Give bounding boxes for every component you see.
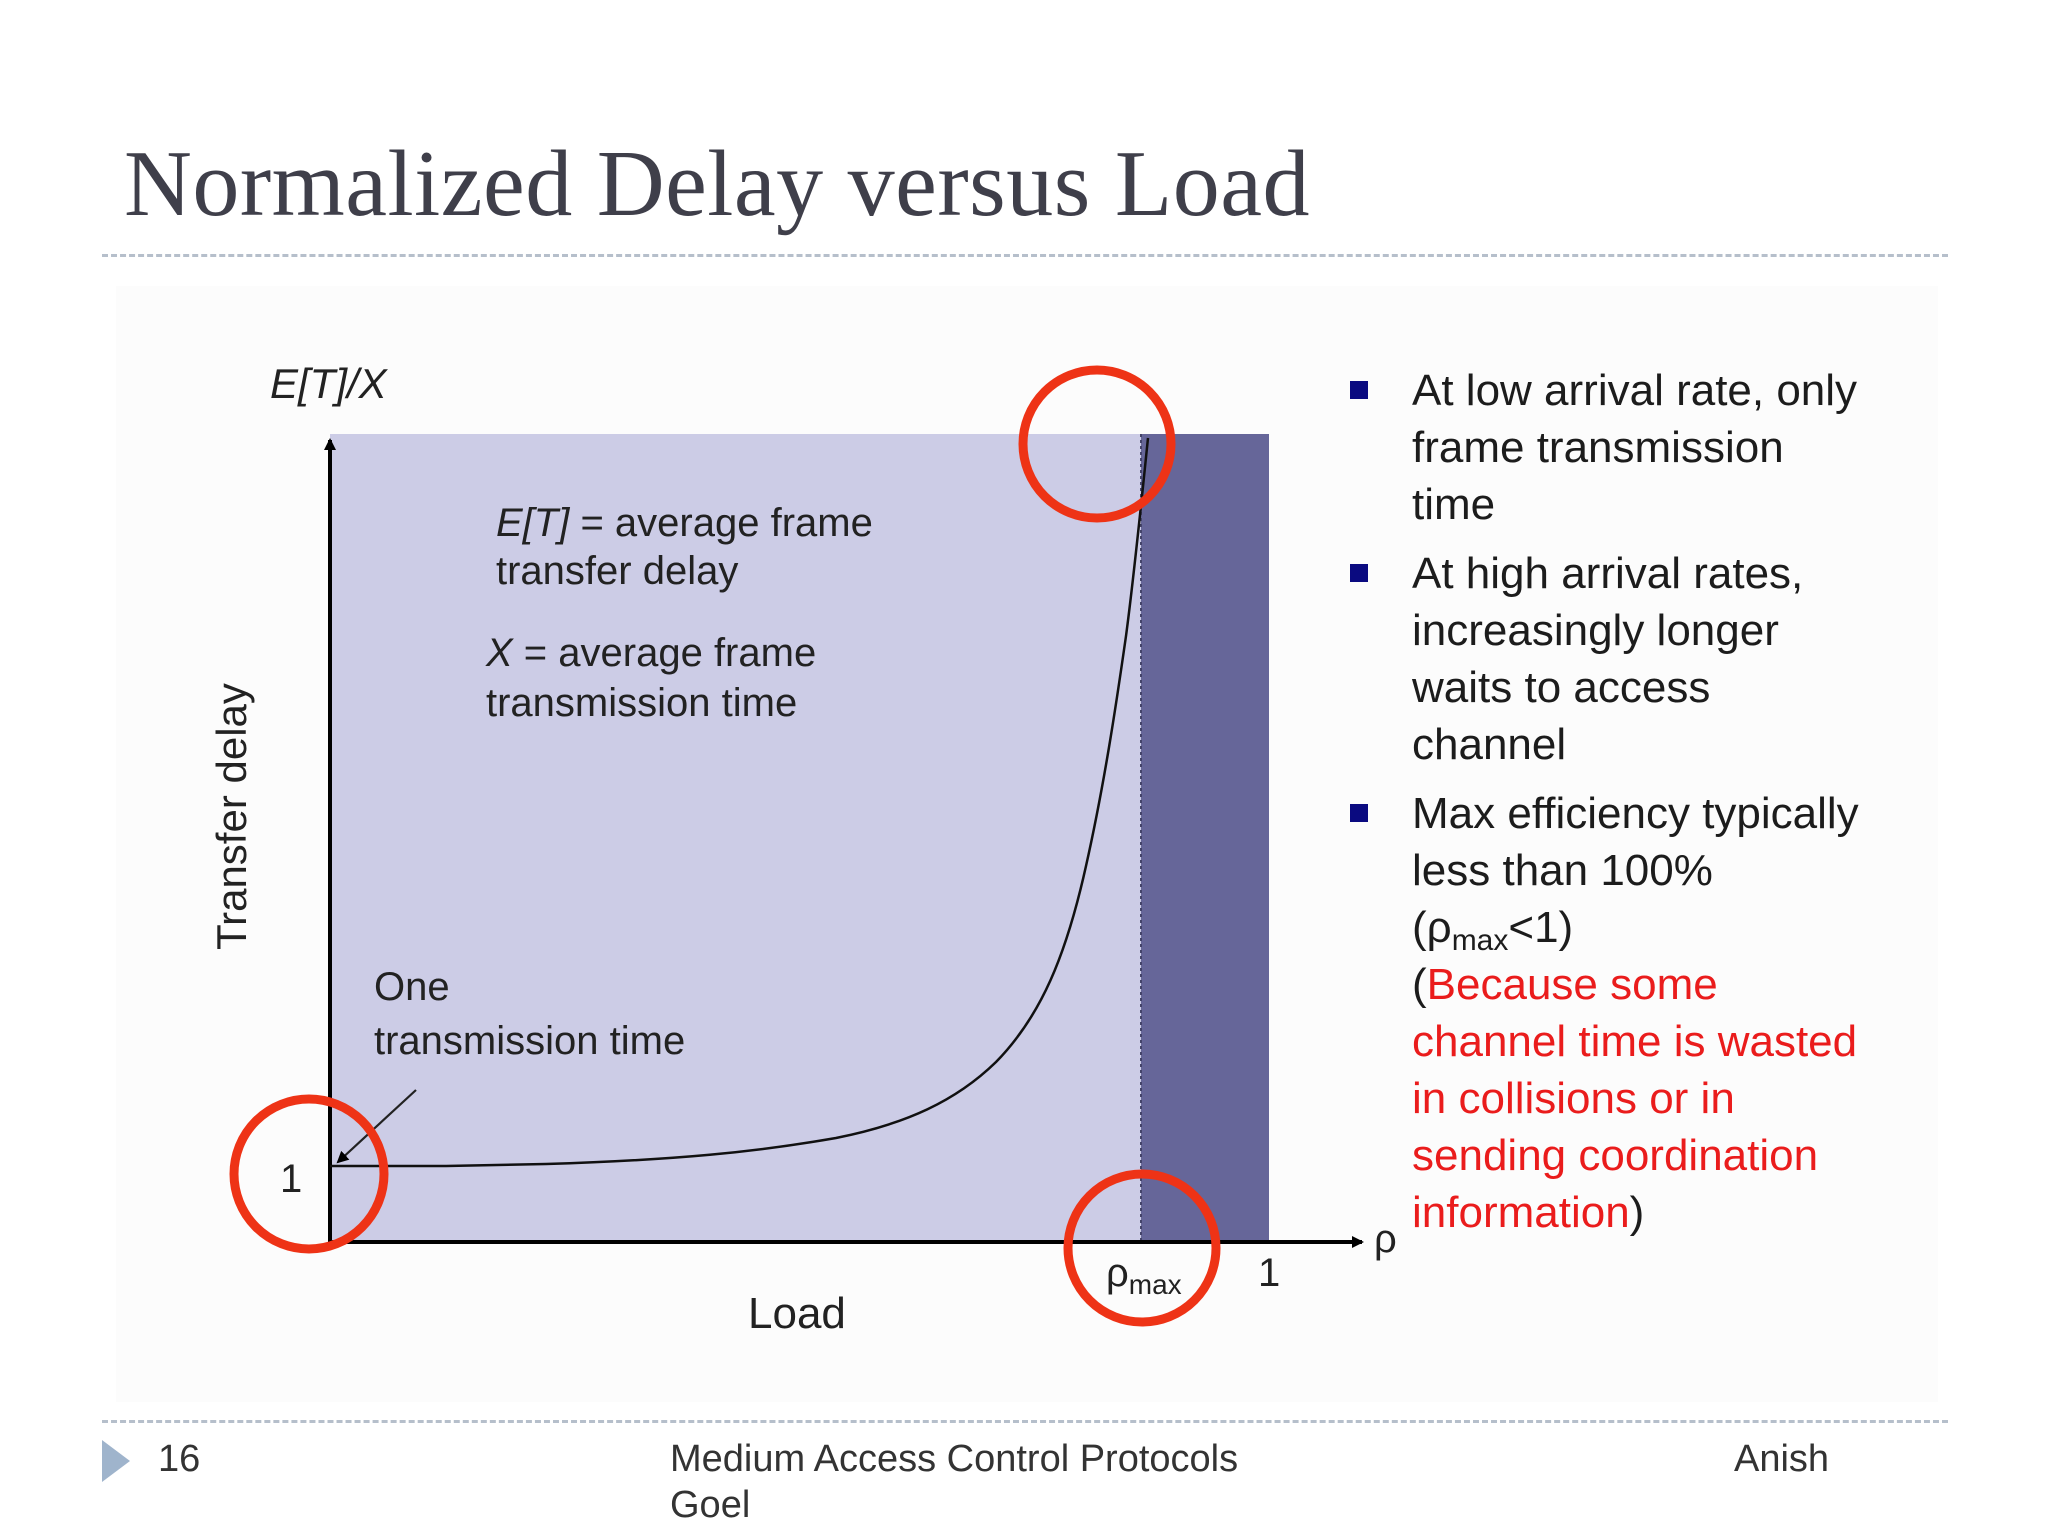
x-definition-var: X: [485, 631, 514, 675]
saturated-region: [1141, 434, 1269, 1242]
bullet-text-after: <1): [1508, 903, 1574, 952]
bullet-text: At high arrival rates, increasingly long…: [1412, 549, 1804, 769]
footer-author: Anish: [1734, 1438, 1830, 1480]
slide-title: Normalized Delay versus Load: [124, 132, 1310, 236]
one-tx-label-line2: transmission time: [374, 1019, 685, 1063]
rho-max-subscript: max: [1129, 1269, 1182, 1300]
feasible-region: [330, 434, 1258, 1242]
rho-subscript: max: [1451, 924, 1509, 957]
one-tx-label-line1: One: [374, 965, 450, 1009]
et-definition-rest: = average frame: [569, 501, 873, 545]
et-definition-var: E[T]: [496, 501, 570, 545]
delay-curve: [330, 437, 1150, 1168]
bullet-square-icon: [1350, 381, 1368, 399]
bullet-text: At low arrival rate, only frame transmis…: [1412, 366, 1858, 529]
rho-max-symbol: ρ: [1106, 1251, 1129, 1295]
rho-symbol: ρ: [1426, 903, 1452, 952]
bullet-text: Max efficiency typically less than 100% …: [1412, 785, 1868, 1241]
paren-open: (: [1412, 960, 1427, 1009]
bullet-item-low-rate: At low arrival rate, only frame transmis…: [1348, 362, 1868, 533]
x-definition-line1: X = average frame: [485, 631, 816, 675]
one-tx-pointer: [336, 1089, 417, 1164]
bullet-square-icon: [1350, 564, 1368, 582]
bullet-item-high-rate: At high arrival rates, increasingly long…: [1348, 545, 1868, 773]
y-axis-label: E[T]/X: [270, 360, 389, 407]
et-definition-line2: transfer delay: [496, 549, 738, 593]
highlight-circle-y-one: [229, 1094, 389, 1254]
footer-course-title: Medium Access Control Protocols Goel: [670, 1438, 1239, 1526]
bullet-square-icon: [1350, 804, 1368, 822]
x-definition-rest: = average frame: [513, 631, 817, 675]
bullet-item-max-efficiency: Max efficiency typically less than 100% …: [1348, 785, 1868, 1241]
bullet-text-before: Max efficiency typically less than 100% …: [1412, 789, 1859, 952]
highlight-circle-rho-max: [1063, 1169, 1221, 1327]
triangle-arrow-icon: [102, 1440, 130, 1482]
footer-divider: [102, 1420, 1948, 1423]
highlight-circle-curve-top: [1018, 365, 1176, 523]
x-axis-symbol: ρ: [1374, 1217, 1397, 1261]
figure-panel: E[T]/X Transfer delay 1 Load ρ 1 ρmax E[…: [116, 286, 1938, 1402]
x-tick-one: 1: [1258, 1251, 1280, 1295]
bullet-list: At low arrival rate, only frame transmis…: [1348, 362, 1868, 1253]
y-tick-one: 1: [280, 1157, 302, 1201]
y-axis-title: Transfer delay: [208, 683, 255, 950]
delay-load-diagram: E[T]/X Transfer delay 1 Load ρ 1 ρmax E[…: [208, 360, 1397, 1338]
x-axis-label: Load: [748, 1289, 846, 1338]
et-definition-line1: E[T] = average frame: [496, 501, 873, 545]
paren-close: ): [1629, 1188, 1645, 1237]
rho-max-label: ρmax: [1106, 1251, 1182, 1300]
collision-note: Because some channel time is wasted in c…: [1412, 960, 1858, 1237]
page-number: 16: [158, 1438, 201, 1480]
x-definition-line2: transmission time: [486, 681, 797, 725]
title-divider: [102, 254, 1948, 257]
